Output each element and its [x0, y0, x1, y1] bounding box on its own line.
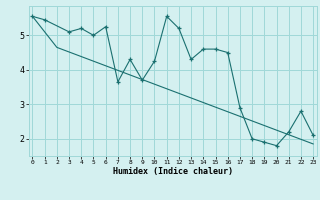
X-axis label: Humidex (Indice chaleur): Humidex (Indice chaleur): [113, 167, 233, 176]
